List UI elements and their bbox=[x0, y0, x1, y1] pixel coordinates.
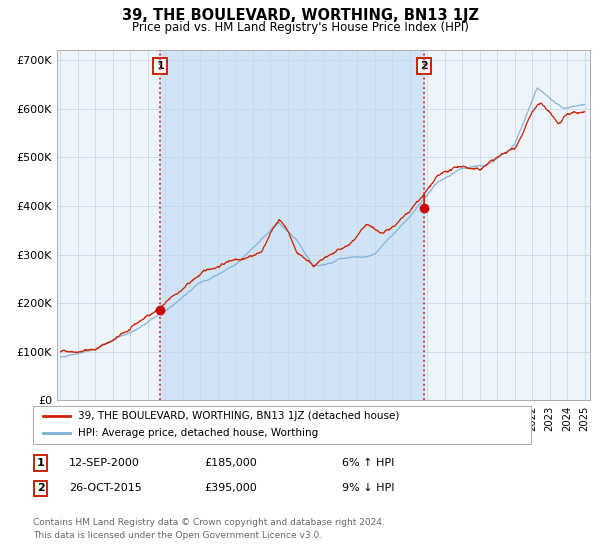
Text: HPI: Average price, detached house, Worthing: HPI: Average price, detached house, Wort… bbox=[78, 428, 318, 438]
Text: 2: 2 bbox=[421, 61, 428, 71]
Text: 1: 1 bbox=[157, 61, 164, 71]
Text: £395,000: £395,000 bbox=[204, 483, 257, 493]
Text: £185,000: £185,000 bbox=[204, 458, 257, 468]
Text: 9% ↓ HPI: 9% ↓ HPI bbox=[342, 483, 395, 493]
Bar bbox=[160, 50, 424, 400]
Text: Price paid vs. HM Land Registry's House Price Index (HPI): Price paid vs. HM Land Registry's House … bbox=[131, 21, 469, 34]
Text: 26-OCT-2015: 26-OCT-2015 bbox=[69, 483, 142, 493]
Text: 39, THE BOULEVARD, WORTHING, BN13 1JZ: 39, THE BOULEVARD, WORTHING, BN13 1JZ bbox=[121, 8, 479, 24]
Text: 6% ↑ HPI: 6% ↑ HPI bbox=[342, 458, 394, 468]
Text: 1: 1 bbox=[37, 458, 44, 468]
Text: 39, THE BOULEVARD, WORTHING, BN13 1JZ (detached house): 39, THE BOULEVARD, WORTHING, BN13 1JZ (d… bbox=[78, 411, 399, 421]
Text: 2: 2 bbox=[37, 483, 44, 493]
Text: Contains HM Land Registry data © Crown copyright and database right 2024.
This d: Contains HM Land Registry data © Crown c… bbox=[33, 518, 385, 539]
Text: 12-SEP-2000: 12-SEP-2000 bbox=[69, 458, 140, 468]
